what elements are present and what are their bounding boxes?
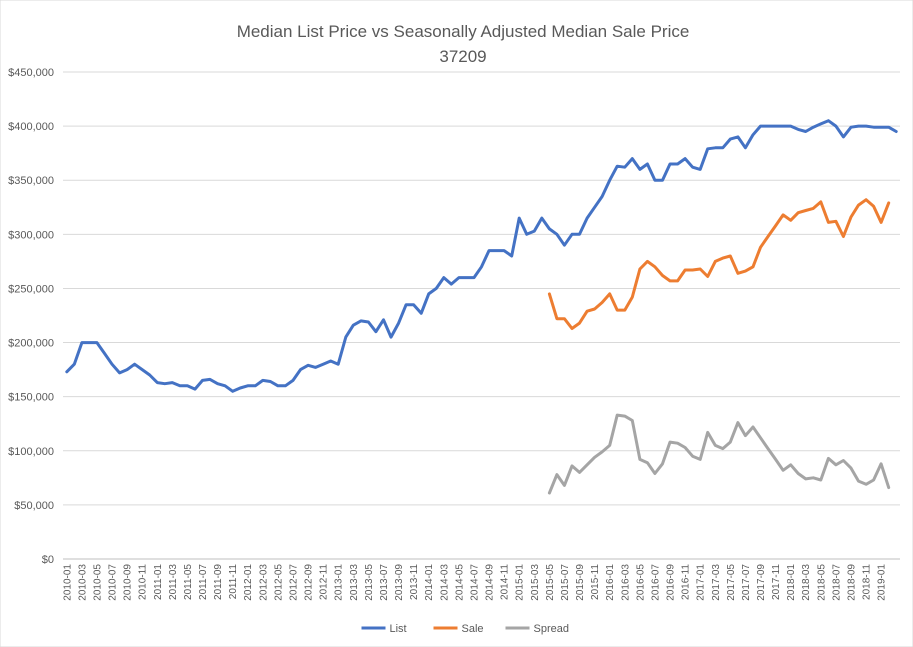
x-tick-label: 2014-01 bbox=[424, 564, 435, 601]
x-tick-label: 2016-03 bbox=[620, 564, 631, 601]
x-tick-label: 2017-05 bbox=[726, 564, 737, 601]
legend-label: Spread bbox=[534, 623, 569, 635]
x-tick-label: 2017-09 bbox=[756, 564, 767, 601]
x-axis: 2010-01 2010-03 2010-05 2010-07 2010-09 2010-… bbox=[62, 558, 900, 601]
x-tick-label: 2017-07 bbox=[741, 564, 752, 601]
series-line-list bbox=[65, 119, 898, 393]
x-tick-label: 2014-05 bbox=[454, 564, 465, 601]
series-line-spread bbox=[547, 413, 891, 495]
x-tick-label: 2015-01 bbox=[515, 564, 526, 601]
x-tick-label: 2016-09 bbox=[666, 564, 677, 601]
legend-item-sale: Sale bbox=[433, 623, 484, 635]
x-tick-label: 2018-05 bbox=[816, 564, 827, 601]
x-tick-label: 2018-01 bbox=[786, 564, 797, 601]
x-tick-label: 2010-01 bbox=[62, 564, 73, 601]
x-tick-label: 2017-11 bbox=[771, 564, 782, 600]
x-tick-label: 2013-03 bbox=[349, 564, 360, 601]
y-tick-label: $0 bbox=[42, 554, 54, 566]
x-tick-label: 2016-07 bbox=[650, 564, 661, 601]
x-tick-label: 2017-03 bbox=[711, 564, 722, 601]
x-tick-label: 2017-01 bbox=[696, 564, 707, 601]
chart-subtitle: 37209 bbox=[439, 47, 486, 66]
x-tick-label: 2012-07 bbox=[288, 564, 299, 601]
legend-label: Sale bbox=[462, 623, 484, 635]
x-tick-label: 2012-09 bbox=[304, 564, 315, 601]
x-tick-label: 2018-03 bbox=[801, 564, 812, 601]
x-tick-label: 2015-09 bbox=[575, 564, 586, 601]
x-tick-label: 2010-11 bbox=[138, 564, 149, 600]
legend-item-spread: Spread bbox=[505, 623, 569, 635]
x-tick-label: 2012-05 bbox=[273, 564, 284, 601]
x-tick-label: 2019-01 bbox=[877, 564, 888, 601]
x-tick-label: 2016-05 bbox=[635, 564, 646, 601]
x-tick-label: 2011-03 bbox=[168, 564, 179, 600]
x-tick-label: 2014-09 bbox=[485, 564, 496, 601]
x-tick-label: 2015-07 bbox=[560, 564, 571, 601]
legend-item-list: List bbox=[361, 623, 407, 635]
y-tick-label: $450,000 bbox=[8, 67, 54, 79]
x-tick-label: 2011-11 bbox=[228, 564, 239, 600]
x-tick-label: 2011-09 bbox=[213, 564, 224, 600]
legend: List Sale Spread bbox=[361, 623, 569, 635]
x-tick-label: 2016-01 bbox=[605, 564, 616, 601]
y-tick-label: $400,000 bbox=[8, 121, 54, 133]
x-tick-label: 2010-07 bbox=[108, 564, 119, 601]
x-tick-label: 2011-07 bbox=[198, 564, 209, 600]
x-tick-label: 2014-03 bbox=[439, 564, 450, 601]
x-tick-label: 2018-07 bbox=[831, 564, 842, 601]
y-tick-label: $300,000 bbox=[8, 229, 54, 241]
x-tick-label: 2012-03 bbox=[258, 564, 269, 601]
x-tick-label: 2014-11 bbox=[500, 564, 511, 600]
series-lines bbox=[65, 119, 898, 495]
x-tick-label: 2011-05 bbox=[183, 564, 194, 600]
x-tick-label: 2010-05 bbox=[92, 564, 103, 601]
x-tick-label: 2014-07 bbox=[469, 564, 480, 601]
x-tick-label: 2010-09 bbox=[123, 564, 134, 601]
y-tick-label: $150,000 bbox=[8, 392, 54, 404]
y-tick-label: $250,000 bbox=[8, 283, 54, 295]
x-tick-label: 2013-09 bbox=[394, 564, 405, 601]
x-tick-label: 2015-05 bbox=[545, 564, 556, 601]
x-tick-label: 2013-07 bbox=[379, 564, 390, 601]
x-tick-label: 2015-03 bbox=[530, 564, 541, 601]
x-tick-label: 2018-09 bbox=[846, 564, 857, 601]
y-tick-label: $350,000 bbox=[8, 175, 54, 187]
x-tick-label: 2012-01 bbox=[243, 564, 254, 601]
x-tick-label: 2013-11 bbox=[409, 564, 420, 600]
x-tick-label: 2012-11 bbox=[319, 564, 330, 600]
x-tick-label: 2013-05 bbox=[364, 564, 375, 601]
x-tick-label: 2011-01 bbox=[153, 564, 164, 600]
x-tick-label: 2010-03 bbox=[77, 564, 88, 601]
chart-title: Median List Price vs Seasonally Adjusted… bbox=[237, 22, 690, 41]
x-tick-label: 2013-01 bbox=[334, 564, 345, 601]
x-tick-label: 2016-11 bbox=[681, 564, 692, 600]
x-tick-label: 2018-11 bbox=[862, 564, 873, 600]
y-tick-label: $100,000 bbox=[8, 446, 54, 458]
y-tick-label: $50,000 bbox=[14, 500, 54, 512]
y-axis: $0 $50,000 $100,000 $150,000 $200,000 $250,00… bbox=[8, 67, 54, 566]
gridlines bbox=[63, 71, 900, 506]
y-tick-label: $200,000 bbox=[8, 338, 54, 350]
legend-label: List bbox=[390, 623, 407, 635]
series-line-sale bbox=[547, 198, 891, 330]
x-tick-label: 2015-11 bbox=[590, 564, 601, 600]
